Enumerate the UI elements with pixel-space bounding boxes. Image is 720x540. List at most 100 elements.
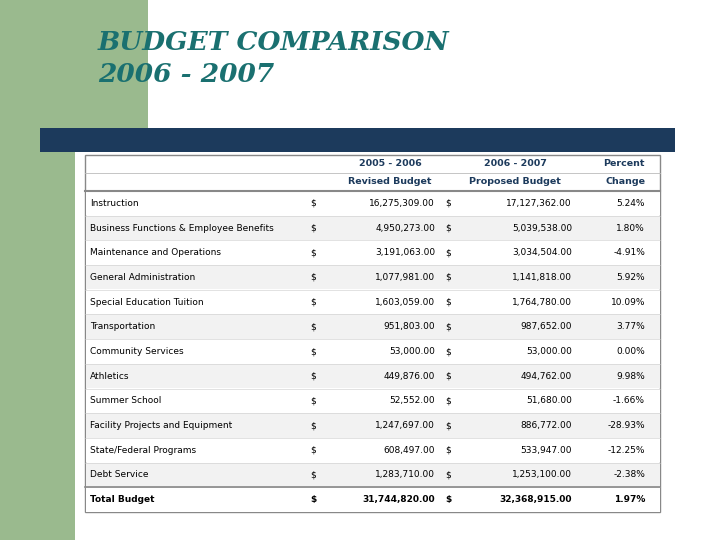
Text: Maintenance and Operations: Maintenance and Operations	[90, 248, 221, 257]
Text: 449,876.00: 449,876.00	[384, 372, 435, 381]
Text: $: $	[445, 446, 451, 455]
Bar	[86, 240, 660, 265]
Text: -1.66%: -1.66%	[613, 396, 645, 406]
Bar	[86, 463, 660, 487]
Text: 2005 - 2006: 2005 - 2006	[359, 159, 421, 168]
Text: 52,552.00: 52,552.00	[390, 396, 435, 406]
Text: $: $	[445, 470, 451, 480]
Text: $: $	[445, 322, 451, 332]
Text: $: $	[310, 446, 316, 455]
Text: $: $	[310, 248, 316, 257]
Text: 1,253,100.00: 1,253,100.00	[512, 470, 572, 480]
Bar	[86, 265, 660, 289]
Bar	[86, 413, 660, 437]
Text: 3,191,063.00: 3,191,063.00	[375, 248, 435, 257]
Text: Transportation: Transportation	[90, 322, 156, 332]
Text: 53,000.00: 53,000.00	[526, 347, 572, 356]
Text: 1,077,981.00: 1,077,981.00	[375, 273, 435, 282]
Text: 51,680.00: 51,680.00	[526, 396, 572, 406]
Text: $: $	[445, 273, 451, 282]
Text: 4,950,273.00: 4,950,273.00	[375, 224, 435, 233]
Text: Athletics: Athletics	[90, 372, 130, 381]
Text: BUDGET COMPARISON: BUDGET COMPARISON	[98, 30, 449, 55]
Text: 32,368,915.00: 32,368,915.00	[500, 495, 572, 504]
Bar	[86, 487, 660, 512]
Text: $: $	[310, 298, 316, 307]
Text: 987,652.00: 987,652.00	[521, 322, 572, 332]
Text: Summer School: Summer School	[90, 396, 161, 406]
Text: $: $	[445, 396, 451, 406]
Text: Business Functions & Employee Benefits: Business Functions & Employee Benefits	[90, 224, 274, 233]
Text: Revised Budget: Revised Budget	[348, 178, 432, 186]
Text: 1,141,818.00: 1,141,818.00	[512, 273, 572, 282]
Text: $: $	[310, 224, 316, 233]
Text: $: $	[445, 248, 451, 257]
Text: $: $	[445, 372, 451, 381]
Text: 5.24%: 5.24%	[616, 199, 645, 208]
Text: 3,034,504.00: 3,034,504.00	[512, 248, 572, 257]
Text: 10.09%: 10.09%	[611, 298, 645, 307]
Text: $: $	[310, 322, 316, 332]
Text: -2.38%: -2.38%	[613, 470, 645, 480]
Text: 5,039,538.00: 5,039,538.00	[512, 224, 572, 233]
Text: Instruction: Instruction	[90, 199, 139, 208]
Text: 0.00%: 0.00%	[616, 347, 645, 356]
Bar	[86, 215, 660, 240]
Bar	[40, 128, 675, 152]
Text: Special Education Tuition: Special Education Tuition	[90, 298, 204, 307]
Text: State/Federal Programs: State/Federal Programs	[90, 446, 196, 455]
Bar	[0, 0, 148, 150]
Text: Change: Change	[605, 178, 645, 186]
Bar	[85, 155, 660, 512]
Text: Percent: Percent	[603, 159, 645, 168]
Text: $: $	[310, 347, 316, 356]
Text: Proposed Budget: Proposed Budget	[469, 178, 561, 186]
Text: 886,772.00: 886,772.00	[521, 421, 572, 430]
Text: 1,283,710.00: 1,283,710.00	[375, 470, 435, 480]
Text: 1,247,697.00: 1,247,697.00	[375, 421, 435, 430]
Bar	[86, 339, 660, 363]
Bar	[86, 364, 660, 388]
Text: Total Budget: Total Budget	[90, 495, 155, 504]
Text: $: $	[310, 470, 316, 480]
Text: 17,127,362.00: 17,127,362.00	[506, 199, 572, 208]
Text: $: $	[310, 372, 316, 381]
Text: $: $	[445, 421, 451, 430]
Text: 2006 - 2007: 2006 - 2007	[484, 159, 546, 168]
Text: 16,275,309.00: 16,275,309.00	[369, 199, 435, 208]
Bar	[86, 314, 660, 339]
Text: 2006 - 2007: 2006 - 2007	[98, 62, 274, 87]
Text: -4.91%: -4.91%	[613, 248, 645, 257]
Text: 53,000.00: 53,000.00	[389, 347, 435, 356]
Text: $: $	[310, 273, 316, 282]
Text: $: $	[445, 347, 451, 356]
Text: 494,762.00: 494,762.00	[521, 372, 572, 381]
Text: $: $	[310, 421, 316, 430]
Text: 5.92%: 5.92%	[616, 273, 645, 282]
Bar	[0, 145, 75, 540]
Text: 1.97%: 1.97%	[613, 495, 645, 504]
Text: $: $	[310, 199, 316, 208]
Text: 9.98%: 9.98%	[616, 372, 645, 381]
Text: 31,744,820.00: 31,744,820.00	[362, 495, 435, 504]
Text: 3.77%: 3.77%	[616, 322, 645, 332]
Text: General Administration: General Administration	[90, 273, 195, 282]
Text: 951,803.00: 951,803.00	[383, 322, 435, 332]
Text: $: $	[445, 199, 451, 208]
Text: $: $	[310, 495, 316, 504]
Text: $: $	[445, 495, 451, 504]
Text: 1.80%: 1.80%	[616, 224, 645, 233]
Text: $: $	[445, 224, 451, 233]
Bar	[86, 389, 660, 413]
Text: 1,764,780.00: 1,764,780.00	[512, 298, 572, 307]
Text: -12.25%: -12.25%	[608, 446, 645, 455]
Text: $: $	[310, 396, 316, 406]
Text: 1,603,059.00: 1,603,059.00	[375, 298, 435, 307]
Bar	[86, 191, 660, 215]
Text: -28.93%: -28.93%	[608, 421, 645, 430]
Text: 608,497.00: 608,497.00	[384, 446, 435, 455]
Text: 533,947.00: 533,947.00	[521, 446, 572, 455]
Bar	[86, 290, 660, 314]
Text: Community Services: Community Services	[90, 347, 184, 356]
Text: Debt Service: Debt Service	[90, 470, 148, 480]
